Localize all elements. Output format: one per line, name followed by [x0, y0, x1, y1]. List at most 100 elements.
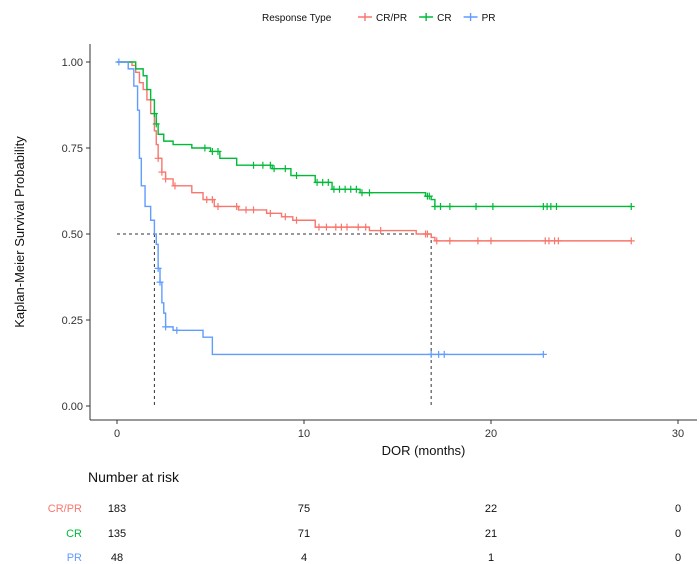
censor-mark	[281, 213, 289, 221]
censor-mark	[150, 110, 158, 118]
y-tick-label: 1.00	[62, 57, 83, 69]
survival-step-line	[117, 61, 632, 208]
censor-mark	[358, 189, 366, 197]
censor-mark	[158, 168, 166, 176]
risk-row-label: PR	[67, 552, 82, 564]
series-pr	[115, 58, 547, 358]
censor-mark	[627, 237, 635, 245]
axes: 0.00 0.25 0.50 0.75 1.00 0 10 20 30 DOR (months) K…	[12, 44, 697, 458]
y-tick-label: 0.75	[62, 143, 83, 155]
censor-mark	[433, 237, 441, 245]
risk-table: Number at risk CR/PR 183 75 22 0 CR 135 71 21 0 PR 4…	[48, 469, 681, 564]
risk-value: 48	[111, 552, 123, 564]
censor-mark	[201, 144, 209, 152]
legend-key	[358, 13, 372, 21]
risk-table-title: Number at risk	[88, 469, 180, 485]
censor-mark	[362, 223, 370, 231]
censor-mark	[154, 154, 162, 162]
risk-value: 135	[108, 528, 126, 540]
risk-value: 75	[298, 503, 310, 515]
risk-value: 1	[488, 552, 494, 564]
legend-label: PR	[482, 13, 496, 24]
censor-mark	[154, 264, 162, 272]
censor-mark	[352, 185, 360, 193]
censor-mark	[474, 237, 482, 245]
censor-mark	[489, 202, 497, 210]
censor-mark	[423, 230, 431, 238]
y-tick-label: 0.25	[62, 315, 83, 327]
censor-mark	[152, 120, 160, 128]
median-lines	[117, 233, 432, 406]
censor-mark	[315, 223, 323, 231]
censor-mark	[208, 196, 216, 204]
risk-value: 0	[675, 503, 681, 515]
risk-value: 0	[675, 552, 681, 564]
censor-mark	[115, 58, 123, 66]
censor-mark	[365, 189, 373, 197]
legend-label: CR/PR	[376, 13, 407, 24]
series-cr-pr	[117, 61, 635, 245]
censor-mark	[440, 350, 448, 358]
censor-mark	[250, 161, 258, 169]
censor-mark	[214, 147, 222, 155]
risk-value: 71	[298, 528, 310, 540]
censor-mark	[425, 192, 433, 200]
x-tick-label: 10	[298, 428, 310, 440]
legend-key	[419, 13, 434, 21]
censor-mark	[343, 223, 351, 231]
risk-value: 22	[485, 503, 497, 515]
censor-mark	[552, 202, 560, 210]
risk-row-label: CR/PR	[48, 503, 82, 515]
censor-mark	[266, 209, 274, 217]
x-axis-title: DOR (months)	[382, 443, 466, 458]
risk-value: 183	[108, 503, 126, 515]
x-tick-label: 30	[672, 428, 684, 440]
censor-mark	[322, 223, 330, 231]
censor-mark	[270, 165, 278, 173]
risk-value: 21	[485, 528, 497, 540]
survival-curves	[115, 58, 635, 358]
censor-mark	[427, 350, 435, 358]
legend-key	[463, 13, 478, 21]
censor-mark	[487, 237, 495, 245]
censor-mark	[437, 202, 445, 210]
censor-mark	[281, 165, 289, 173]
censor-mark	[173, 326, 181, 334]
survival-step-line	[117, 61, 544, 356]
censor-mark	[162, 323, 170, 331]
censor-mark	[162, 175, 170, 183]
censor-mark	[554, 237, 562, 245]
censor-mark	[233, 202, 241, 210]
censor-mark	[259, 161, 267, 169]
censor-mark	[156, 278, 164, 286]
risk-row-label: CR	[66, 528, 82, 540]
y-axis-title: Kaplan-Meier Survival Probability	[12, 136, 27, 328]
censor-mark	[472, 202, 480, 210]
survival-step-line	[117, 61, 632, 242]
risk-value: 4	[301, 552, 307, 564]
censor-mark	[446, 237, 454, 245]
legend-label: CR	[437, 13, 451, 24]
censor-mark	[377, 227, 385, 235]
censor-mark	[171, 182, 179, 190]
x-tick-label: 20	[485, 428, 497, 440]
legend: Response Type CR/PR CR PR	[262, 13, 495, 24]
censor-mark	[250, 206, 258, 214]
censor-mark	[214, 202, 222, 210]
censor-mark	[446, 202, 454, 210]
censor-mark	[266, 161, 274, 169]
y-tick-label: 0.50	[62, 229, 83, 241]
series-cr	[117, 61, 635, 210]
censor-mark	[293, 216, 301, 224]
censor-mark	[539, 350, 547, 358]
censor-mark	[242, 206, 250, 214]
censor-mark	[324, 178, 332, 186]
y-tick-label: 0.00	[62, 401, 83, 413]
risk-value: 0	[675, 528, 681, 540]
censor-mark	[293, 172, 301, 180]
censor-mark	[354, 223, 362, 231]
legend-title: Response Type	[262, 13, 332, 24]
censor-mark	[627, 202, 635, 210]
x-tick-label: 0	[114, 428, 120, 440]
